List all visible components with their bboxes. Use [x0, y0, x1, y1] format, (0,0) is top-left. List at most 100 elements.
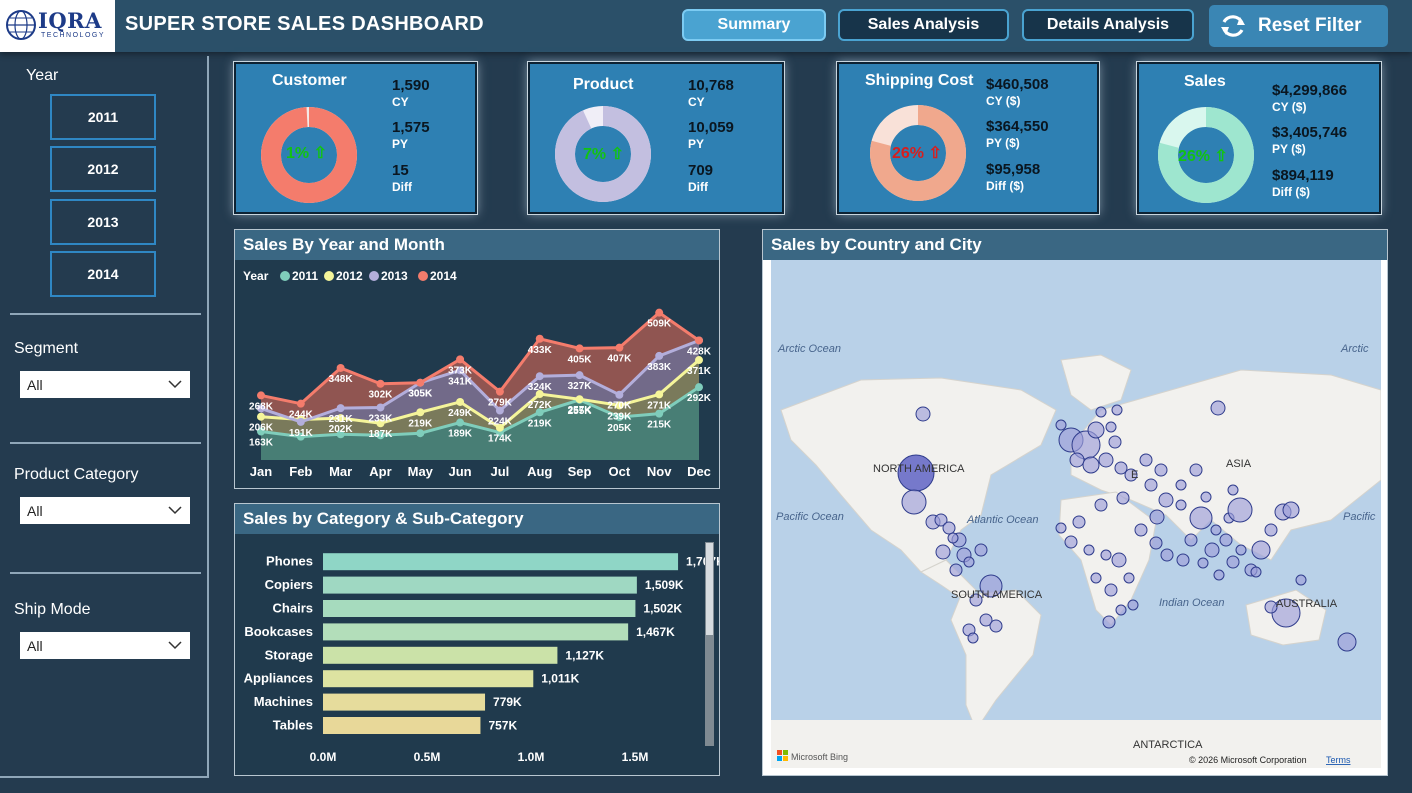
- data-point[interactable]: [296, 417, 305, 426]
- bar[interactable]: [323, 717, 481, 734]
- category-label: Appliances: [244, 671, 313, 686]
- data-point[interactable]: [336, 414, 345, 423]
- data-point[interactable]: [655, 409, 664, 418]
- data-point[interactable]: [495, 387, 504, 396]
- data-point[interactable]: [535, 372, 544, 381]
- kpi-cy-label: CY: [688, 95, 705, 109]
- data-point[interactable]: [495, 423, 504, 432]
- sales-year-month-chart: Year 2011 2012 2013 2014 163K 189K 219K 255K 205K…: [243, 269, 712, 479]
- data-point[interactable]: [456, 397, 465, 406]
- data-point[interactable]: [495, 406, 504, 415]
- category-label: Copiers: [265, 577, 313, 592]
- bar[interactable]: [323, 623, 629, 641]
- data-point[interactable]: [296, 399, 305, 408]
- data-label: 268K: [249, 401, 274, 412]
- data-point[interactable]: [376, 403, 385, 412]
- data-point[interactable]: [695, 383, 703, 392]
- legend-label[interactable]: 2011: [292, 269, 318, 283]
- kpi-diff-label: Diff ($): [986, 179, 1024, 193]
- nav-summary-button[interactable]: Summary: [682, 9, 826, 41]
- data-point[interactable]: [336, 363, 345, 372]
- data-point[interactable]: [257, 404, 265, 413]
- data-point[interactable]: [336, 404, 345, 413]
- bar-value-label: 1,509K: [645, 578, 684, 592]
- data-point[interactable]: [655, 390, 664, 399]
- kpi-diff-label: Diff: [688, 180, 708, 194]
- year-button-2014[interactable]: 2014: [50, 251, 156, 297]
- data-point[interactable]: [416, 408, 425, 417]
- category-label: Bookcases: [244, 624, 313, 639]
- data-point[interactable]: [615, 390, 624, 399]
- data-point[interactable]: [456, 355, 465, 364]
- year-button-2012[interactable]: 2012: [50, 146, 156, 192]
- legend-label[interactable]: 2013: [381, 269, 408, 283]
- bar[interactable]: [323, 576, 637, 594]
- data-point[interactable]: [257, 391, 265, 400]
- scrollbar-track[interactable]: [705, 542, 714, 746]
- kpi-diff-value: $894,119: [1272, 167, 1334, 184]
- data-point[interactable]: [376, 379, 385, 388]
- data-point[interactable]: [336, 430, 345, 439]
- bar[interactable]: [323, 670, 534, 688]
- data-point[interactable]: [456, 366, 465, 375]
- kpi-py-value: $364,550: [986, 118, 1049, 135]
- data-point[interactable]: [615, 343, 624, 352]
- legend-marker: [418, 271, 428, 281]
- data-label: 215K: [647, 420, 672, 431]
- category-label: Phones: [266, 554, 313, 569]
- reset-filter-button[interactable]: Reset Filter: [1209, 5, 1388, 47]
- map-terms-link[interactable]: Terms: [1326, 755, 1351, 765]
- bar[interactable]: [323, 646, 558, 664]
- map-label-north-america: NORTH AMERICA: [873, 463, 965, 475]
- data-point[interactable]: [535, 334, 544, 343]
- kpi-py-label: PY ($): [1272, 142, 1306, 156]
- data-point[interactable]: [376, 419, 385, 428]
- panel-header: [235, 504, 719, 534]
- data-label: 371K: [687, 366, 712, 377]
- data-point[interactable]: [575, 371, 584, 380]
- data-point[interactable]: [535, 408, 544, 417]
- data-point[interactable]: [575, 395, 584, 404]
- data-point[interactable]: [376, 431, 385, 440]
- legend-label[interactable]: 2014: [430, 269, 457, 283]
- panel-header: [235, 230, 719, 260]
- data-point[interactable]: [615, 401, 624, 410]
- sidebar-divider: [10, 442, 201, 444]
- year-button-2011[interactable]: 2011: [50, 94, 156, 140]
- data-label: 257K: [568, 405, 593, 416]
- kpi-diff-label: Diff: [392, 180, 412, 194]
- bar[interactable]: [323, 693, 486, 711]
- nav-sales-analysis-button[interactable]: Sales Analysis: [838, 9, 1009, 41]
- segment-dropdown[interactable]: All: [20, 371, 190, 398]
- year-button-2013[interactable]: 2013: [50, 199, 156, 245]
- legend-marker: [324, 271, 334, 281]
- ship-mode-dropdown[interactable]: All: [20, 632, 190, 659]
- data-label: 189K: [448, 429, 473, 440]
- data-point[interactable]: [695, 356, 703, 365]
- data-point[interactable]: [416, 378, 425, 387]
- kpi-cy-value: $460,508: [986, 76, 1049, 93]
- data-point[interactable]: [257, 427, 265, 436]
- bing-logo-icon: [777, 750, 788, 761]
- data-point[interactable]: [615, 413, 624, 422]
- scrollbar-thumb[interactable]: [706, 543, 713, 635]
- x-tick-label: 1.0M: [518, 750, 545, 764]
- legend-label[interactable]: 2012: [336, 269, 363, 283]
- data-point[interactable]: [257, 412, 265, 421]
- nav-details-analysis-button[interactable]: Details Analysis: [1022, 9, 1194, 41]
- data-point[interactable]: [535, 390, 544, 399]
- bar[interactable]: [323, 600, 636, 617]
- data-point[interactable]: [416, 429, 425, 438]
- data-point[interactable]: [575, 344, 584, 353]
- data-label: 341K: [448, 376, 473, 387]
- data-point[interactable]: [655, 308, 664, 317]
- sidebar-divider: [10, 572, 201, 574]
- category-label: Tables: [273, 718, 313, 733]
- data-point[interactable]: [695, 336, 703, 345]
- bar[interactable]: [323, 553, 679, 571]
- data-point[interactable]: [456, 418, 465, 427]
- data-point[interactable]: [296, 432, 305, 441]
- world-map[interactable]: Arctic Ocean Arctic NORTH AMERICA ASIA P…: [771, 260, 1381, 768]
- product-category-dropdown[interactable]: All: [20, 497, 190, 524]
- data-point[interactable]: [655, 351, 664, 360]
